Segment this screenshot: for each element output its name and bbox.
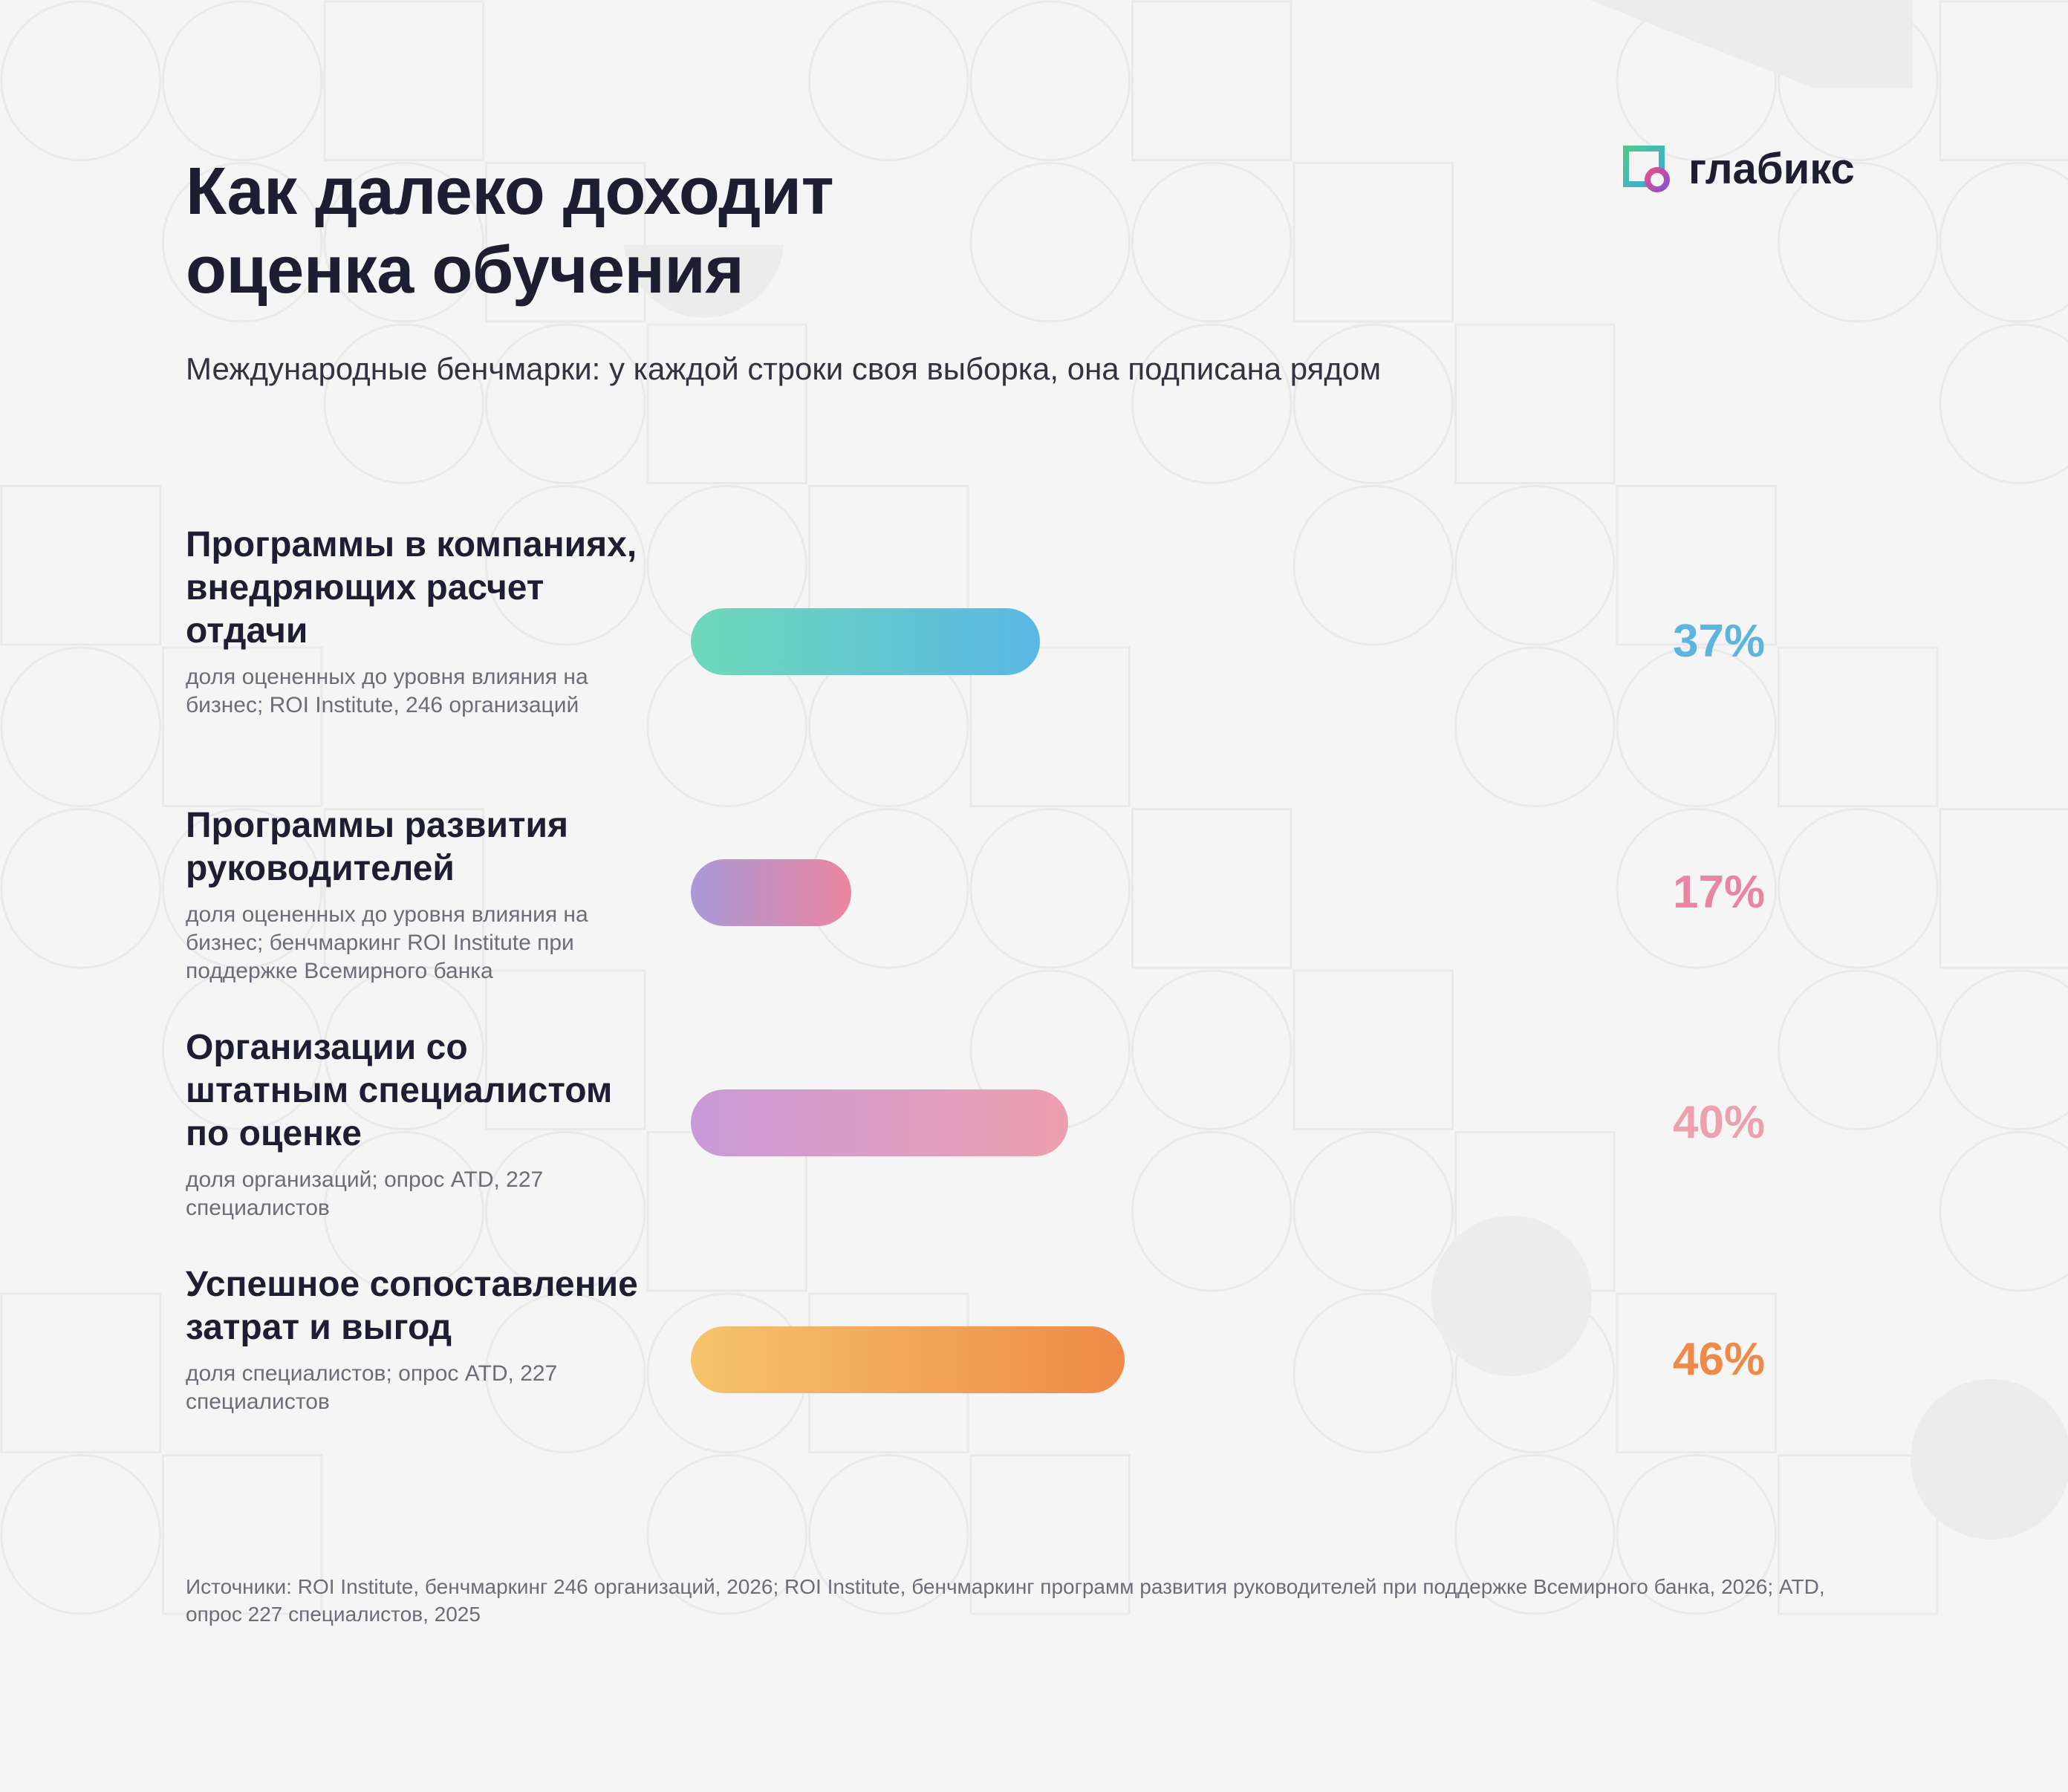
value-label: 37%	[1673, 616, 1766, 667]
pattern-circle	[1292, 485, 1454, 646]
pattern-circle	[162, 808, 323, 969]
row-label: Организации со штатным специалистом по о…	[186, 1026, 639, 1222]
pattern-square	[162, 646, 323, 807]
pattern-circle	[1778, 162, 1939, 323]
pattern-circle	[485, 485, 646, 646]
bar	[691, 859, 851, 926]
row-label: Программы развития руководителей доля оц…	[186, 804, 639, 985]
glabix-logo-icon	[1623, 146, 1670, 192]
pattern-circle	[1778, 969, 1939, 1130]
pattern-square	[1778, 646, 1939, 807]
pattern-circle	[0, 646, 161, 807]
pattern-circle	[808, 1454, 969, 1615]
pattern-corner-shape	[1590, 0, 1913, 88]
category-label: Программы в компаниях, внедряющих расчет…	[186, 525, 637, 651]
pattern-square	[1292, 162, 1454, 323]
bar	[691, 1089, 1068, 1156]
pattern-circle	[1131, 323, 1292, 484]
pattern-circle	[1616, 1454, 1777, 1615]
pattern-filled-circle	[1911, 1379, 2068, 1540]
pattern-circle	[0, 808, 161, 969]
bar	[691, 608, 1040, 675]
row-label: Программы в компаниях, внедряющих расчет…	[186, 524, 639, 720]
pattern-square	[1131, 808, 1292, 969]
pattern-square	[162, 1454, 323, 1615]
pattern-filled-circle	[1431, 1216, 1592, 1376]
pattern-circle	[1292, 1292, 1454, 1453]
pattern-circle	[969, 162, 1131, 323]
pattern-circle	[808, 0, 969, 161]
pattern-circle	[0, 0, 161, 161]
pattern-square	[0, 1292, 161, 1453]
pattern-square	[0, 485, 161, 646]
category-note: доля организаций; опрос ATD, 227 специал…	[186, 1167, 544, 1220]
pattern-square	[1454, 323, 1616, 484]
pattern-half-circle	[624, 245, 784, 318]
pattern-square	[1778, 1454, 1939, 1615]
pattern-square	[1939, 0, 2068, 161]
page-title: Как далеко доходит оценка обучения	[186, 152, 1151, 310]
pattern-circle	[1616, 808, 1777, 969]
pattern-circle	[1778, 808, 1939, 969]
pattern-circle	[1131, 969, 1292, 1130]
pattern-circle	[1131, 1131, 1292, 1292]
pattern-circle	[323, 323, 484, 484]
pattern-square	[646, 323, 807, 484]
value-label: 40%	[1673, 1097, 1766, 1148]
pattern-circle	[1292, 323, 1454, 484]
pattern-square	[969, 646, 1131, 807]
pattern-circle	[1454, 646, 1616, 807]
row-label: Успешное сопоставление затрат и выгод до…	[186, 1263, 639, 1416]
title-line-2: оценка обучения	[186, 233, 744, 307]
logo-text: глабикс	[1688, 145, 1855, 193]
category-label: Успешное сопоставление затрат и выгод	[186, 1265, 638, 1347]
brand-logo: глабикс	[1623, 146, 1855, 193]
pattern-circle	[323, 969, 484, 1130]
value-label: 46%	[1673, 1334, 1766, 1385]
pattern-circle	[162, 969, 323, 1130]
pattern-circle	[1454, 485, 1616, 646]
pattern-square	[1131, 0, 1292, 161]
pattern-square	[1616, 485, 1777, 646]
pattern-circle	[1454, 1454, 1616, 1615]
pattern-circle	[969, 808, 1131, 969]
pattern-circle	[646, 1454, 807, 1615]
pattern-circle	[162, 162, 323, 323]
category-note: доля оцененных до уровня влияния на бизн…	[186, 665, 588, 717]
pattern-circle	[323, 162, 484, 323]
pattern-square	[969, 1454, 1131, 1615]
pattern-circle	[1939, 162, 2068, 323]
pattern-square	[1939, 808, 2068, 969]
pattern-circle	[1292, 1131, 1454, 1292]
category-note: доля специалистов; опрос ATD, 227 специа…	[186, 1361, 558, 1414]
pattern-circle	[485, 1131, 646, 1292]
pattern-square	[485, 969, 646, 1130]
sources-footnote: Источники: ROI Institute, бенчмаркинг 24…	[186, 1575, 1825, 1626]
pattern-circle	[1939, 323, 2068, 484]
page-subtitle: Международные бенчмарки: у каждой строки…	[186, 351, 1382, 386]
title-line-1: Как далеко доходит	[186, 154, 834, 229]
category-label: Программы развития руководителей	[186, 806, 568, 888]
value-label: 17%	[1673, 867, 1766, 918]
pattern-circle	[162, 0, 323, 161]
pattern-circle	[485, 1292, 646, 1453]
pattern-square	[323, 808, 484, 969]
pattern-circle	[969, 0, 1131, 161]
category-note: доля оцененных до уровня влияния на бизн…	[186, 902, 588, 983]
pattern-square	[323, 0, 484, 161]
pattern-circle	[1131, 162, 1292, 323]
pattern-square	[1292, 969, 1454, 1130]
pattern-circle	[1939, 1131, 2068, 1292]
pattern-circle	[1616, 646, 1777, 807]
pattern-square	[1616, 1292, 1777, 1453]
pattern-circle	[485, 323, 646, 484]
pattern-circle	[0, 1454, 161, 1615]
pattern-square	[485, 162, 646, 323]
bar	[691, 1326, 1125, 1393]
category-label: Организации со штатным специалистом по о…	[186, 1028, 613, 1153]
pattern-circle	[323, 1131, 484, 1292]
pattern-circle	[1939, 969, 2068, 1130]
